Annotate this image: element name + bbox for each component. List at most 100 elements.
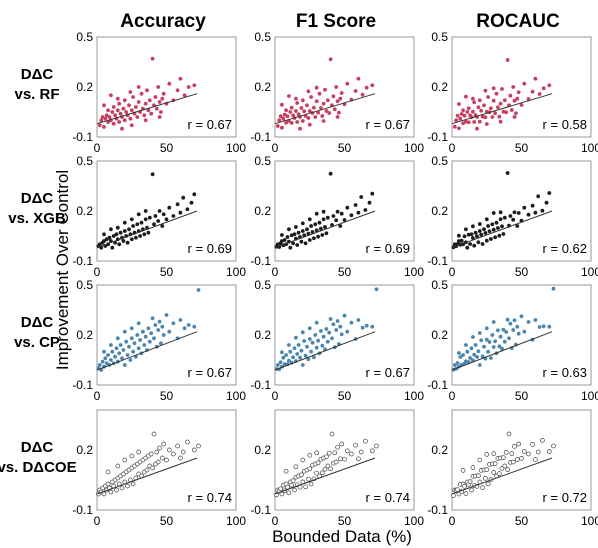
data-point: [482, 344, 486, 349]
correlation-label: r = 0.67: [366, 117, 410, 132]
data-point: [295, 352, 300, 356]
data-point: [505, 467, 510, 472]
data-point: [109, 227, 113, 232]
data-point: [129, 336, 134, 341]
data-point: [153, 214, 158, 218]
data-point: [292, 487, 297, 493]
data-point: [522, 205, 527, 210]
data-point: [110, 110, 115, 114]
data-point: [182, 326, 187, 331]
data-point: [374, 443, 379, 449]
data-point: [457, 233, 461, 238]
y-tick-label: 0.2: [431, 443, 448, 457]
data-point: [480, 354, 485, 359]
data-point: [306, 476, 311, 482]
data-point: [316, 338, 320, 343]
data-point: [500, 346, 504, 351]
x-tick-label: 50: [338, 141, 352, 155]
data-point: [153, 95, 158, 99]
data-point: [487, 229, 492, 234]
data-point: [515, 96, 520, 101]
correlation-label: r = 0.74: [188, 490, 232, 505]
data-point: [314, 345, 319, 350]
column-title: F1 Score: [296, 11, 376, 32]
data-point: [319, 329, 323, 333]
data-point: [370, 83, 375, 88]
data-point: [514, 457, 520, 462]
data-point: [512, 444, 517, 449]
fit-line: [451, 331, 553, 371]
data-point: [155, 459, 161, 465]
y-tick-label: 0.5: [76, 278, 93, 292]
data-point: [370, 191, 375, 196]
data-point: [530, 89, 535, 94]
data-point: [485, 481, 491, 487]
data-point: [104, 237, 109, 242]
data-point: [300, 330, 305, 335]
data-point: [356, 318, 361, 322]
data-point: [507, 336, 511, 341]
data-point: [102, 125, 106, 129]
y-tick-label: -0.1: [250, 378, 271, 392]
data-point: [115, 96, 120, 101]
data-point: [103, 356, 108, 361]
data-point: [493, 339, 497, 344]
y-tick-label: 0.5: [76, 30, 93, 44]
scatter-panel: -0.1 0.2 0.5 0 50 100 r = 0.63: [427, 278, 598, 403]
data-point: [479, 338, 484, 343]
data-point: [175, 202, 180, 207]
data-point: [299, 348, 304, 353]
data-point: [138, 338, 143, 342]
data-point: [127, 227, 131, 232]
data-point: [459, 238, 464, 243]
data-point: [189, 200, 194, 205]
data-point: [541, 86, 546, 91]
x-tick-label: 0: [449, 141, 456, 155]
data-point: [151, 431, 157, 437]
data-point: [370, 324, 375, 329]
data-point: [345, 329, 350, 334]
data-point: [314, 470, 320, 476]
y-tick-label: 0.5: [431, 278, 448, 292]
data-point: [288, 245, 293, 250]
data-point: [533, 76, 538, 81]
data-point: [134, 105, 138, 109]
data-point: [471, 96, 475, 101]
data-point: [305, 344, 309, 349]
data-point: [303, 241, 308, 246]
data-point: [300, 457, 306, 463]
data-point: [142, 232, 147, 237]
y-tick-label: 0.2: [76, 204, 93, 218]
data-point: [363, 208, 368, 212]
y-tick-label: 0.2: [254, 204, 271, 218]
data-point: [484, 122, 489, 126]
data-point: [540, 438, 545, 443]
x-tick-label: 0: [94, 265, 101, 279]
data-point: [480, 485, 485, 490]
data-point: [338, 324, 343, 329]
data-point: [353, 442, 358, 448]
data-point: [345, 81, 350, 86]
data-point: [312, 105, 316, 110]
data-point: [108, 489, 114, 495]
data-point: [306, 89, 311, 94]
data-point: [300, 229, 305, 233]
data-point: [136, 321, 141, 326]
panel-frame: [96, 284, 237, 386]
data-point: [160, 96, 165, 101]
data-point: [358, 449, 364, 455]
data-point: [282, 238, 287, 242]
data-point: [146, 230, 151, 235]
data-point: [313, 222, 318, 227]
data-point: [516, 211, 521, 215]
data-point: [313, 333, 318, 337]
data-point: [462, 234, 467, 239]
data-point: [466, 120, 471, 125]
data-point: [186, 85, 191, 89]
data-point: [282, 112, 287, 117]
data-point: [498, 119, 503, 124]
data-point: [321, 217, 326, 222]
data-point: [516, 90, 521, 95]
data-point: [122, 118, 127, 123]
data-point: [275, 363, 280, 367]
